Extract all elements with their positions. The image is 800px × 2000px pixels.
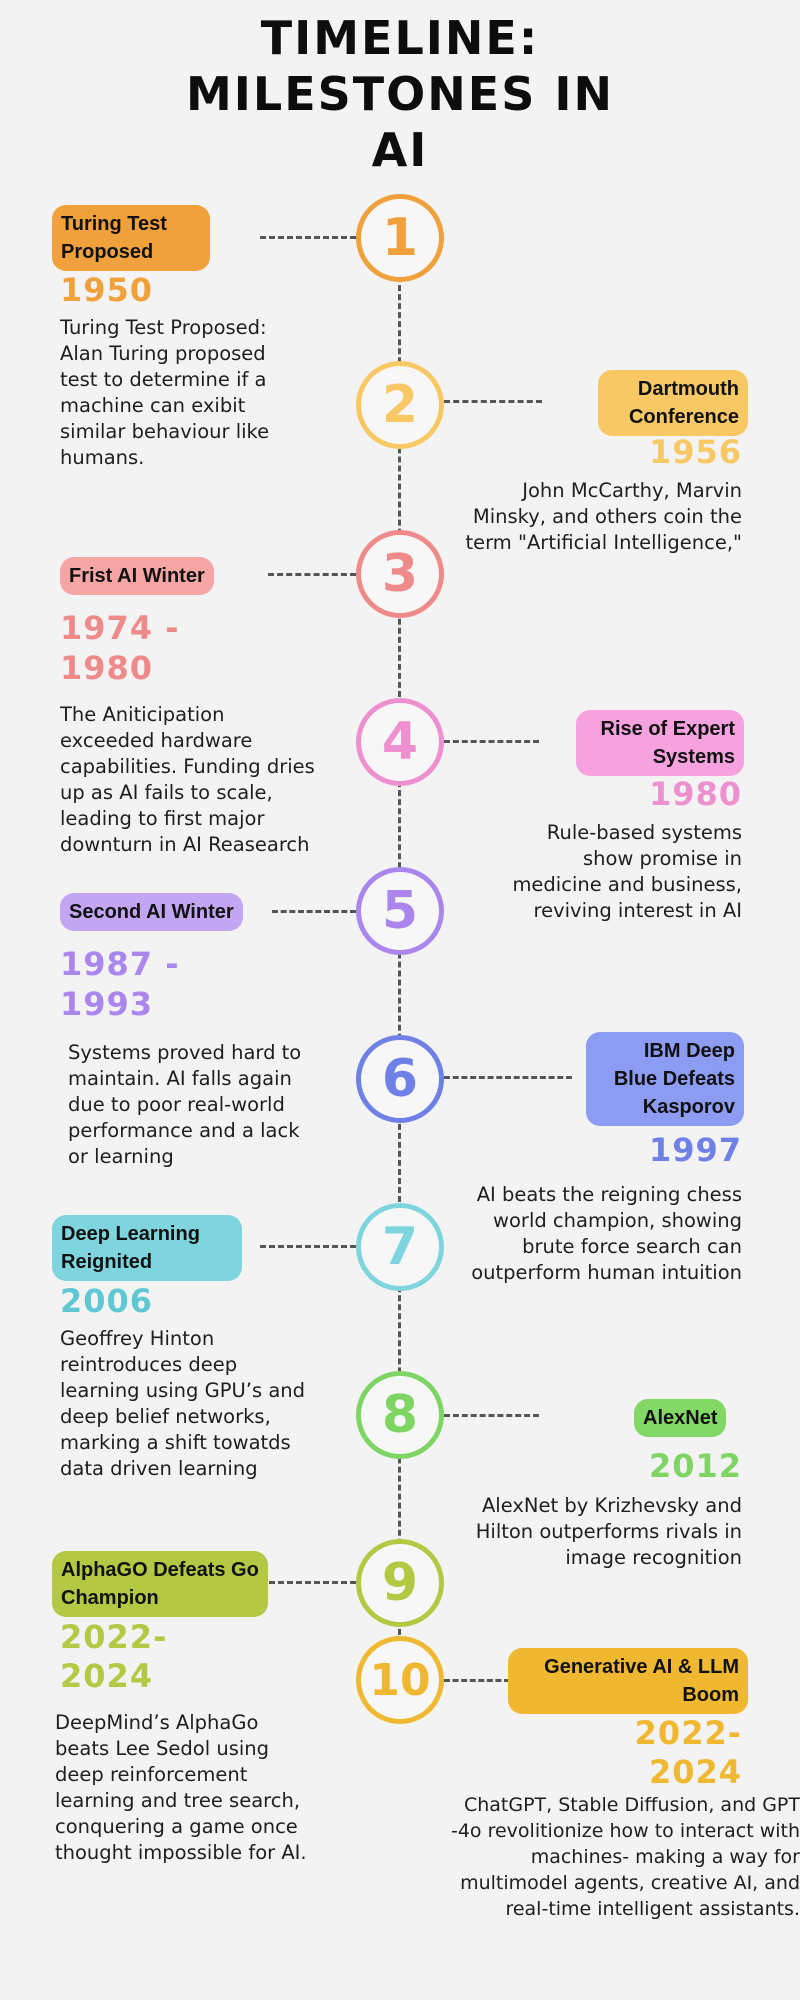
milestone-4-label: Rise of Expert Systems (576, 710, 744, 776)
milestone-8-circle: 8 (356, 1371, 444, 1459)
milestone-1-label: Turing Test Proposed (52, 205, 210, 271)
milestone-7-year: 2006 (60, 1282, 154, 1320)
milestone-10-description: ChatGPT, Stable Diffusion, and GPT -4o r… (450, 1794, 800, 1920)
connector-10 (444, 1679, 510, 1682)
connector-6 (444, 1076, 572, 1079)
milestone-2-number: 2 (381, 375, 419, 435)
milestone-10-number: 10 (369, 1654, 431, 1706)
connector-3 (268, 573, 356, 576)
milestone-9-year-start: 2022- (60, 1618, 168, 1656)
milestone-8-description: AlexNet by Krizhevsky and Hilton outperf… (475, 1494, 742, 1569)
milestone-3-label: Frist AI Winter (60, 557, 214, 595)
milestone-7-label: Deep Learning Reignited (52, 1215, 242, 1281)
milestone-9-number: 9 (381, 1553, 419, 1613)
milestone-9-description: DeepMind’s AlphaGo beats Lee Sedol using… (55, 1711, 307, 1864)
title-line-2: MILESTONES IN (186, 67, 614, 121)
milestone-1-description: Turing Test Proposed: Alan Turing propos… (60, 316, 270, 469)
connector-2 (444, 400, 542, 403)
connector-8 (444, 1414, 539, 1417)
milestone-3-number: 3 (381, 544, 419, 604)
milestone-1-year: 1950 (60, 271, 154, 309)
timeline-spine (398, 240, 401, 1680)
milestone-2-label: Dartmouth Conference (598, 370, 748, 436)
milestone-6-description: AI beats the reigning chess world champi… (471, 1183, 742, 1284)
page-title: TIMELINE: MILESTONES IN AI (0, 10, 800, 178)
milestone-7-circle: 7 (356, 1203, 444, 1291)
milestone-3-description: The Aniticipation exceeded hardware capa… (60, 703, 315, 856)
milestone-10-label: Generative AI & LLM Boom (508, 1648, 748, 1714)
milestone-5-number: 5 (381, 881, 419, 941)
milestone-6-label: IBM Deep Blue Defeats Kasporov (586, 1032, 744, 1126)
milestone-5-year-start: 1987 - (60, 945, 180, 983)
milestone-5-circle: 5 (356, 867, 444, 955)
milestone-10-circle: 10 (356, 1636, 444, 1724)
milestone-4-year: 1980 (648, 775, 742, 813)
milestone-10-year-end: 2024 (648, 1753, 742, 1791)
milestone-4-circle: 4 (356, 698, 444, 786)
milestone-6-number: 6 (381, 1049, 419, 1109)
connector-5 (272, 910, 356, 913)
connector-4 (444, 740, 539, 743)
milestone-3-year-start: 1974 - (60, 609, 180, 647)
milestone-8-number: 8 (381, 1385, 419, 1445)
connector-9 (260, 1581, 356, 1584)
milestone-2-circle: 2 (356, 361, 444, 449)
milestone-6-year: 1997 (648, 1131, 742, 1169)
milestone-1-number: 1 (381, 208, 419, 268)
milestone-2-description: John McCarthy, Marvin Minsky, and others… (465, 479, 742, 554)
connector-1 (260, 236, 356, 239)
milestone-3-circle: 3 (356, 530, 444, 618)
milestone-5-label: Second AI Winter (60, 893, 243, 931)
milestone-10-year-start: 2022- (634, 1714, 742, 1752)
milestone-9-circle: 9 (356, 1539, 444, 1627)
milestone-4-description: Rule-based systems show promise in medic… (512, 821, 742, 922)
milestone-3-year-end: 1980 (60, 649, 154, 687)
milestone-8-year: 2012 (648, 1447, 742, 1485)
title-line-1: TIMELINE: (260, 11, 540, 65)
milestone-1-circle: 1 (356, 194, 444, 282)
milestone-6-circle: 6 (356, 1035, 444, 1123)
milestone-5-year-end: 1993 (60, 985, 154, 1023)
milestone-7-number: 7 (381, 1217, 419, 1277)
title-line-3: AI (371, 123, 429, 177)
milestone-9-year-end: 2024 (60, 1657, 154, 1695)
milestone-7-description: Geoffrey Hinton reintroduces deep learni… (60, 1327, 306, 1480)
milestone-2-year: 1956 (648, 433, 742, 471)
milestone-8-label: AlexNet (634, 1399, 727, 1437)
milestone-4-number: 4 (381, 712, 419, 772)
milestone-9-label: AlphaGO Defeats Go Champion (52, 1551, 268, 1617)
milestone-5-description: Systems proved hard to maintain. AI fall… (68, 1041, 302, 1168)
connector-7 (260, 1245, 356, 1248)
